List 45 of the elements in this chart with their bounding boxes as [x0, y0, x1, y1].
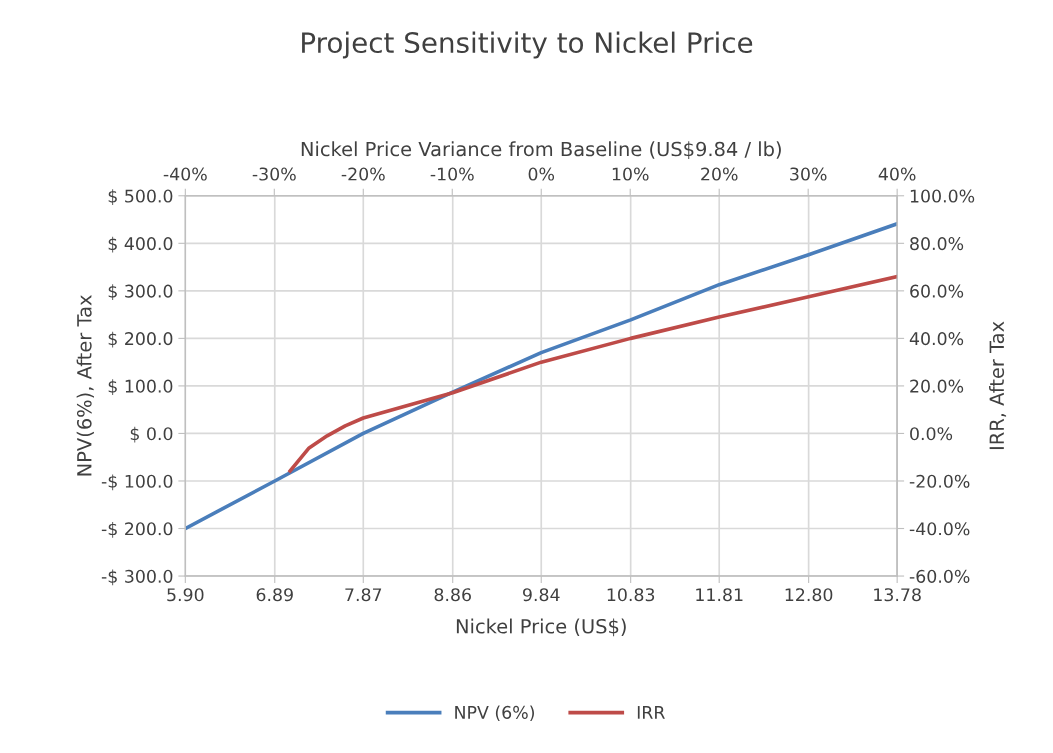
x-tick-label: 11.81: [696, 588, 743, 602]
x-tick-label: 5.90: [167, 588, 204, 602]
y-tick-label: $ 400.0: [108, 236, 173, 253]
y-tick-label: $ 100.0: [108, 379, 173, 396]
y2-tick-label: -60.0%: [909, 569, 970, 583]
line-series: [185, 222, 898, 531]
x-tick-label: 10.83: [607, 588, 655, 602]
y2-tick-label: 60.0%: [910, 284, 964, 298]
y-tick-label: $ 0.0: [130, 426, 173, 443]
x2-tick-label: -30%: [252, 167, 296, 181]
x-tick-label: 9.84: [523, 588, 560, 602]
y-axis-title: NPV(6%), After Tax: [76, 295, 94, 476]
x2-axis-title: Nickel Price Variance from Baseline (US$9.84 / lb): [301, 141, 781, 159]
legend-label: IRR: [637, 706, 665, 719]
y-tick-label: -$ 200.0: [101, 521, 173, 538]
y2-tick-label: 20.0%: [910, 379, 964, 393]
y2-tick-label: -40.0%: [909, 522, 970, 536]
x2-tick-label: -20%: [341, 167, 385, 181]
x2-tick-label: 20%: [701, 167, 738, 181]
y-tick-label: $ 300.0: [108, 284, 173, 300]
legend-label: NPV (6%): [455, 705, 534, 721]
x-tick-label: 8.86: [434, 588, 471, 602]
x-tick-label: 13.78: [874, 588, 921, 602]
line-series: [288, 274, 898, 473]
y2-tick-label: 40.0%: [909, 332, 964, 346]
x2-tick-label: -10%: [430, 167, 474, 181]
y2-tick-label: -20.0%: [909, 474, 970, 488]
y2-axis-title: IRR, After Tax: [989, 321, 1007, 450]
y2-tick-label: 100.0%: [910, 189, 975, 203]
y-tick-label: -$ 300.0: [101, 569, 173, 586]
y2-tick-label: 80.0%: [910, 237, 964, 251]
x-tick-label: 7.87: [345, 588, 382, 602]
x2-tick-label: 0%: [528, 167, 555, 181]
chart-title: Project Sensitivity to Nickel Price: [302, 31, 753, 59]
x2-tick-label: -40%: [163, 167, 207, 181]
x-tick-label: 6.89: [256, 588, 293, 602]
x-axis-title: Nickel Price (US$): [456, 618, 626, 637]
x2-tick-label: 40%: [878, 167, 916, 181]
y-tick-label: $ 200.0: [108, 331, 173, 348]
x2-tick-label: 10%: [612, 167, 649, 181]
y-tick-label: $ 500.0: [108, 189, 173, 205]
y-tick-label: -$ 100.0: [101, 474, 173, 491]
y2-tick-label: 0.0%: [910, 427, 953, 441]
x2-tick-label: 30%: [790, 167, 827, 181]
x-tick-label: 12.80: [785, 588, 833, 602]
